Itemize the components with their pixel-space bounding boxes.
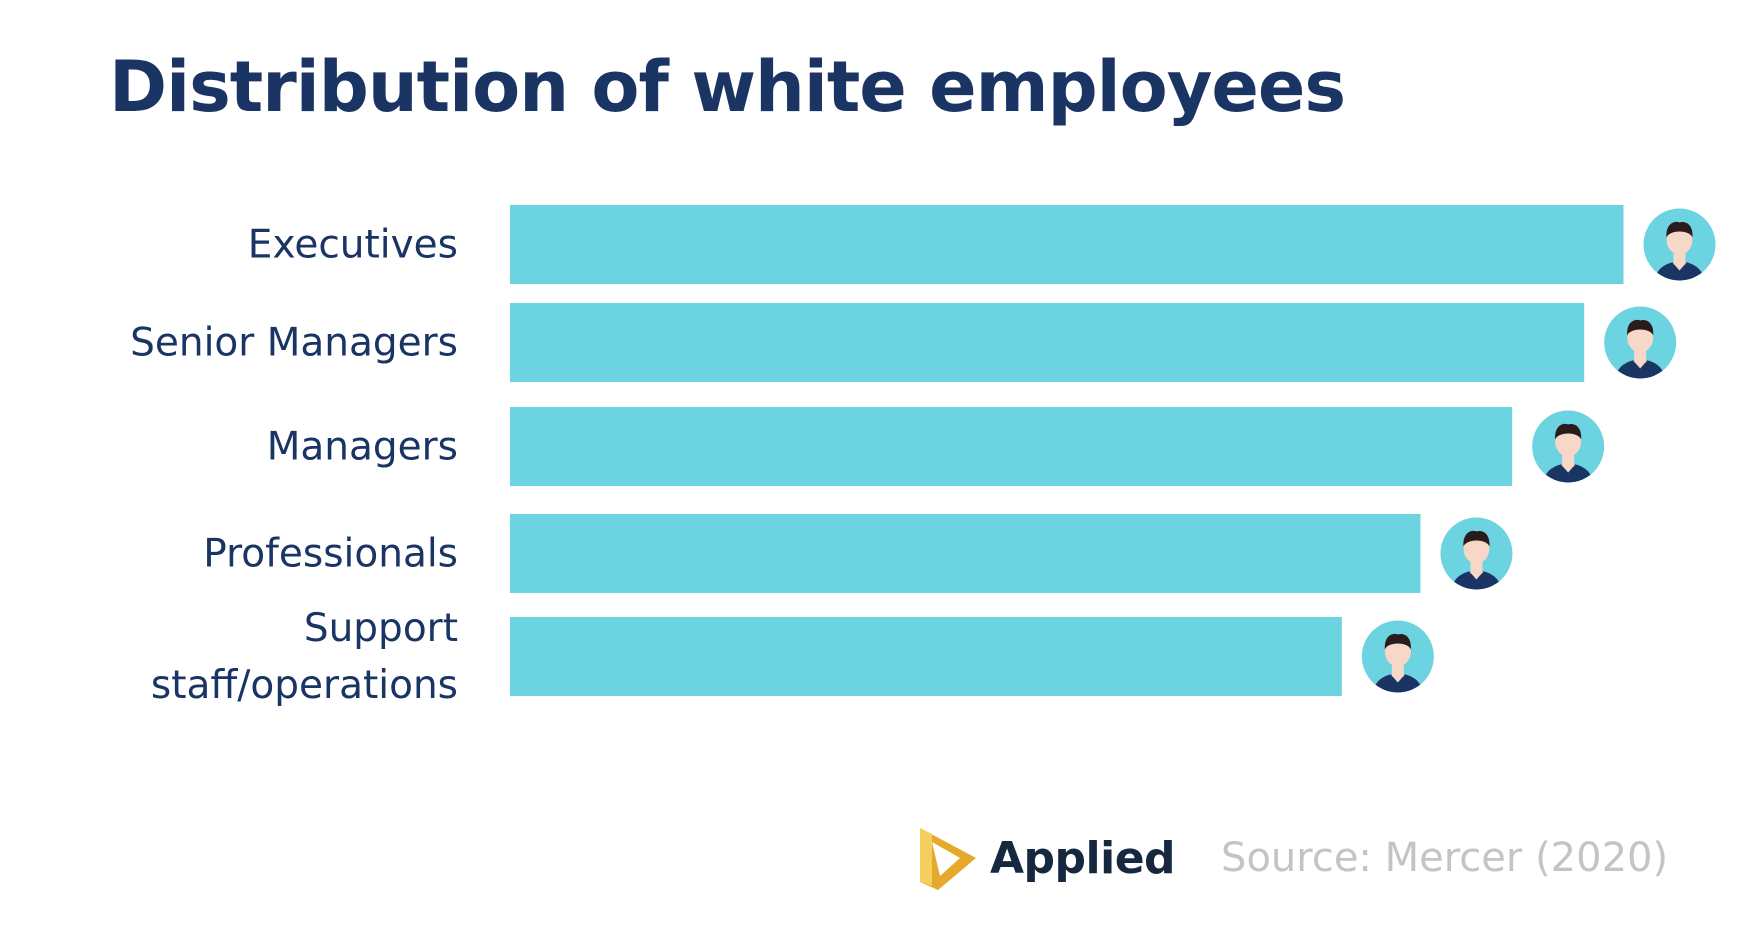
category-label-line: Managers [267,425,458,470]
category-label-line: Support [304,606,458,651]
bar [510,514,1421,593]
avatar-hair [1666,221,1693,238]
footer: Applied Source: Mercer (2020) [918,818,1668,898]
category-label-line: Executives [248,223,458,268]
avatar-hair [1463,530,1490,547]
avatar-hair [1555,423,1582,440]
brand-name: Applied [990,832,1176,884]
category-label: Support staff/operations [151,606,458,708]
applied-logo[interactable]: Applied [918,822,1176,894]
person-avatar-icon [1440,517,1513,590]
bar [510,407,1513,486]
category-label: Executives [248,223,458,268]
category-label-line: Professionals [203,532,458,577]
category-label: Professionals [203,532,458,577]
category-label: Managers [267,425,458,470]
applied-logo-icon [920,828,976,890]
bar [510,205,1624,284]
avatar-hair [1627,319,1654,336]
avatar-shirt [1544,463,1593,483]
avatar-shirt [1452,570,1501,590]
avatar-shirt [1373,673,1422,693]
category-label-line: Senior Managers [130,321,458,366]
source-text: Source: Mercer (2020) [1221,835,1669,881]
category-label-line: staff/operations [151,663,458,708]
avatar-shirt [1616,359,1665,379]
bar [510,303,1585,382]
bar [510,617,1342,696]
person-avatar-icon [1361,620,1434,693]
person-avatar-icon [1532,410,1605,483]
avatar-shirt [1655,261,1704,281]
chart-title: Distribution of white employees [109,46,1346,128]
person-avatar-icon [1604,306,1677,379]
avatar-hair [1384,633,1411,650]
category-label: Senior Managers [130,321,458,366]
person-avatar-icon [1643,208,1716,281]
